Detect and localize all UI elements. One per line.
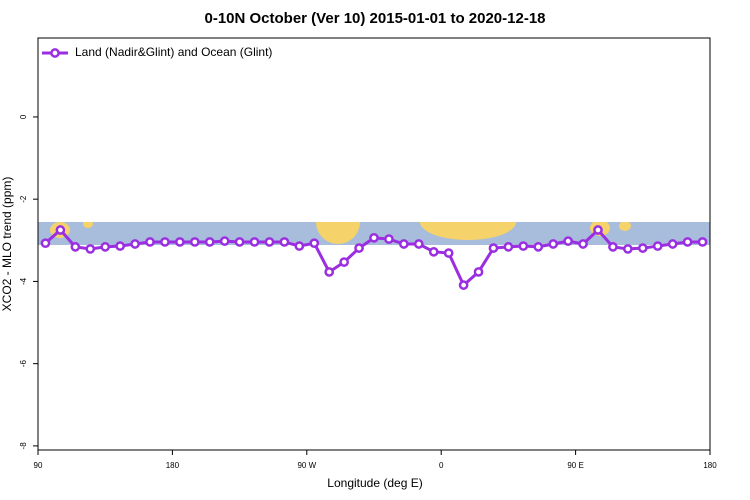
x-tick-label: 0 [439,461,444,470]
data-point [458,280,469,290]
data-point [608,242,618,252]
data-point [189,237,200,247]
data-point [533,242,544,252]
data-point [384,234,394,244]
data-point [219,236,230,246]
data-point [339,257,349,267]
chart-title: 0-10N October (Ver 10) 2015-01-01 to 202… [204,10,545,27]
y-tick-label: 0 [19,114,28,119]
data-point [70,242,81,252]
x-tick-label: 90 [34,461,43,470]
data-point [518,241,529,251]
data-point [145,237,155,247]
data-point [249,237,260,247]
data-point [55,225,66,235]
legend-marker [50,48,60,58]
data-point [85,244,96,254]
data-point [115,241,125,251]
data-point [548,239,559,249]
data-point [234,237,245,247]
data-point [399,239,409,249]
x-axis-label: Longitude (deg E) [327,476,422,490]
y-tick-label: -4 [19,277,28,285]
data-point [443,248,454,258]
x-tick-label: 90 E [567,461,583,470]
data-point [623,244,633,254]
data-point [578,239,588,249]
data-point [279,237,290,247]
y-axis-label: XCO2 - MLO trend (ppm) [0,177,14,312]
data-point [100,242,111,252]
data-point [204,237,215,247]
data-point [667,239,678,249]
x-tick-label: 180 [703,461,717,470]
legend-label: Land (Nadir&Glint) and Ocean (Glint) [75,45,272,59]
data-point [637,243,648,253]
x-tick-label: 90 W [297,461,316,470]
data-point [473,267,484,277]
data-point [503,242,514,252]
y-tick-label: -2 [19,195,28,203]
data-point [324,267,335,277]
data-point [428,246,439,257]
data-point [697,237,708,247]
data-point [593,225,603,235]
data-point [354,243,364,253]
plot-frame [37,37,711,451]
data-point [294,241,305,251]
data-point [488,243,499,253]
data-point [160,237,170,247]
data-point [369,232,379,243]
x-tick-label: 180 [166,461,180,470]
y-tick-label: -8 [19,442,28,450]
data-point [130,239,140,249]
data-point [563,236,573,246]
data-point [309,238,320,249]
y-tick-label: -6 [19,360,28,368]
data-point [264,237,275,247]
data-point [175,237,185,247]
data-point [40,238,51,249]
data-point [652,241,663,251]
data-point [413,239,424,249]
data-point [682,237,693,247]
